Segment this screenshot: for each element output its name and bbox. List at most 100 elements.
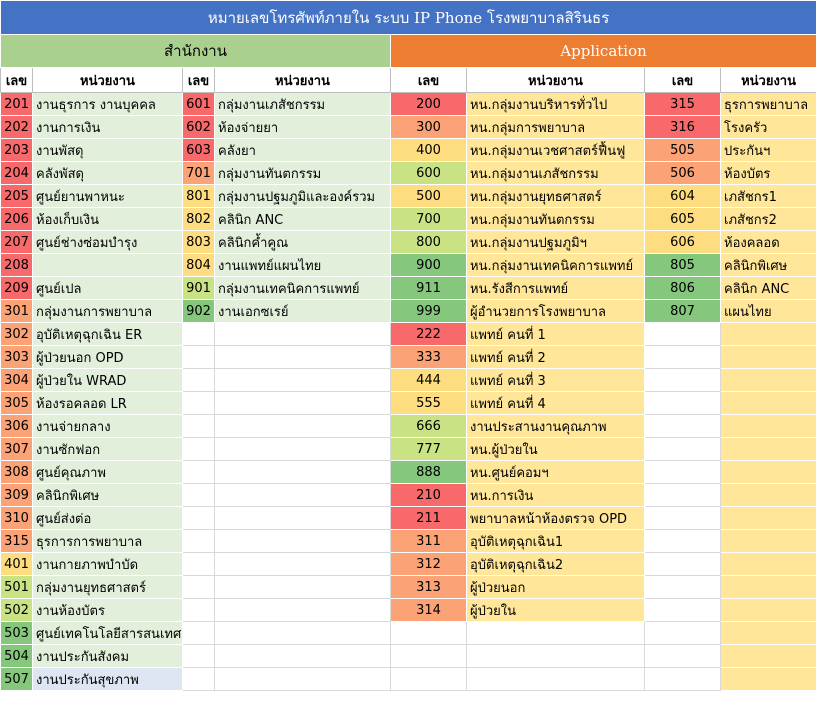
unit-name-cell[interactable]: โรงครัว [719,115,816,139]
empty-cell[interactable] [719,437,816,461]
empty-cell[interactable] [644,598,721,622]
extension-number-cell[interactable]: 201 [0,92,33,116]
extension-number-cell[interactable]: 206 [0,207,33,231]
extension-number-cell[interactable]: 502 [0,598,33,622]
empty-cell[interactable] [719,391,816,415]
extension-number-cell[interactable]: 307 [0,437,33,461]
unit-name-cell[interactable]: งานประกันสังคม [32,644,183,668]
empty-cell[interactable] [644,483,721,507]
unit-name-cell[interactable]: ศูนย์เปล [32,276,183,300]
unit-name-cell[interactable]: งานเอกซเรย์ [214,299,391,323]
unit-name-cell[interactable]: หน.กลุ่มงานยุทธศาสตร์ [466,184,645,208]
extension-number-cell[interactable]: 802 [182,207,215,231]
extension-number-cell[interactable]: 305 [0,391,33,415]
unit-name-cell[interactable]: แพทย์ คนที่ 1 [466,322,645,346]
empty-cell[interactable] [644,667,721,691]
empty-cell[interactable] [644,529,721,553]
extension-number-cell[interactable]: 505 [644,138,721,162]
unit-name-cell[interactable]: ผู้ป่วยใน [466,598,645,622]
unit-name-cell[interactable]: คลังยา [214,138,391,162]
empty-cell[interactable] [466,667,645,691]
extension-number-cell[interactable]: 333 [390,345,467,369]
extension-number-cell[interactable]: 202 [0,115,33,139]
extension-number-cell[interactable]: 501 [0,575,33,599]
extension-number-cell[interactable]: 601 [182,92,215,116]
empty-cell[interactable] [719,598,816,622]
empty-cell[interactable] [214,621,391,645]
extension-number-cell[interactable]: 605 [644,207,721,231]
extension-number-cell[interactable]: 313 [390,575,467,599]
extension-number-cell[interactable]: 204 [0,161,33,185]
empty-cell[interactable] [214,437,391,461]
empty-cell[interactable] [182,322,215,346]
unit-name-cell[interactable]: งานจ่ายกลาง [32,414,183,438]
extension-number-cell[interactable]: 312 [390,552,467,576]
empty-cell[interactable] [182,483,215,507]
empty-cell[interactable] [214,644,391,668]
unit-name-cell[interactable]: ห้องคลอด [719,230,816,254]
extension-number-cell[interactable]: 444 [390,368,467,392]
empty-cell[interactable] [719,552,816,576]
unit-name-cell[interactable]: ธุรการพยาบาล [719,92,816,116]
empty-cell[interactable] [644,391,721,415]
extension-number-cell[interactable]: 500 [390,184,467,208]
unit-name-cell[interactable]: ผู้อำนวยการโรงพยาบาล [466,299,645,323]
empty-cell[interactable] [644,414,721,438]
unit-name-cell[interactable]: ห้องรอคลอด LR [32,391,183,415]
empty-cell[interactable] [182,552,215,576]
unit-name-cell[interactable]: งานพัสดุ [32,138,183,162]
empty-cell[interactable] [644,552,721,576]
empty-cell[interactable] [719,414,816,438]
unit-name-cell[interactable]: เภสัชกร1 [719,184,816,208]
extension-number-cell[interactable]: 316 [644,115,721,139]
unit-name-cell[interactable]: หน.รังสีการแพทย์ [466,276,645,300]
empty-cell[interactable] [719,644,816,668]
extension-number-cell[interactable]: 602 [182,115,215,139]
extension-number-cell[interactable]: 314 [390,598,467,622]
empty-cell[interactable] [719,667,816,691]
extension-number-cell[interactable]: 211 [390,506,467,530]
empty-cell[interactable] [719,483,816,507]
col-header-unit[interactable]: หน่วยงาน [719,67,816,93]
sheet-title[interactable]: หมายเลขโทรศัพท์ภายใน ระบบ IP Phone โรงพย… [0,0,816,35]
extension-number-cell[interactable]: 555 [390,391,467,415]
section-office-header[interactable]: สำนักงาน [0,34,391,68]
unit-name-cell[interactable]: แผนไทย [719,299,816,323]
unit-name-cell[interactable]: หน.ศูนย์คอมฯ [466,460,645,484]
extension-number-cell[interactable]: 800 [390,230,467,254]
unit-name-cell[interactable]: งานการเงิน [32,115,183,139]
extension-number-cell[interactable]: 311 [390,529,467,553]
col-header-unit[interactable]: หน่วยงาน [466,67,645,93]
unit-name-cell[interactable]: อุบัติเหตุฉุกเฉิน1 [466,529,645,553]
extension-number-cell[interactable]: 315 [0,529,33,553]
extension-number-cell[interactable]: 603 [182,138,215,162]
extension-number-cell[interactable]: 902 [182,299,215,323]
unit-name-cell[interactable]: ห้องเก็บเงิน [32,207,183,231]
unit-name-cell[interactable]: ศูนย์เทคโนโลยีสารสนเทศ [32,621,183,645]
unit-name-cell[interactable]: แพทย์ คนที่ 2 [466,345,645,369]
unit-name-cell[interactable]: เภสัชกร2 [719,207,816,231]
empty-cell[interactable] [390,644,467,668]
unit-name-cell[interactable]: แพทย์ คนที่ 3 [466,368,645,392]
unit-name-cell[interactable]: ธุรการการพยาบาล [32,529,183,553]
extension-number-cell[interactable]: 310 [0,506,33,530]
unit-name-cell[interactable]: หน.กลุ่มงานเภสัชกรรม [466,161,645,185]
empty-cell[interactable] [644,368,721,392]
unit-name-cell[interactable]: ผู้ป่วยใน WRAD [32,368,183,392]
unit-name-cell[interactable]: หน.กลุ่มการพยาบาล [466,115,645,139]
extension-number-cell[interactable]: 209 [0,276,33,300]
extension-number-cell[interactable]: 507 [0,667,33,691]
extension-number-cell[interactable]: 701 [182,161,215,185]
unit-name-cell[interactable]: คลินิก ANC [214,207,391,231]
extension-number-cell[interactable]: 803 [182,230,215,254]
unit-name-cell[interactable]: ผู้ป่วยนอก [466,575,645,599]
unit-name-cell[interactable]: ประกันฯ [719,138,816,162]
extension-number-cell[interactable]: 401 [0,552,33,576]
unit-name-cell[interactable]: งานธุรการ งานบุคคล [32,92,183,116]
empty-cell[interactable] [182,667,215,691]
unit-name-cell[interactable] [32,253,183,277]
empty-cell[interactable] [719,621,816,645]
extension-number-cell[interactable]: 503 [0,621,33,645]
unit-name-cell[interactable]: อุบัติเหตุฉุกเฉิน2 [466,552,645,576]
unit-name-cell[interactable]: ศูนย์ส่งต่อ [32,506,183,530]
